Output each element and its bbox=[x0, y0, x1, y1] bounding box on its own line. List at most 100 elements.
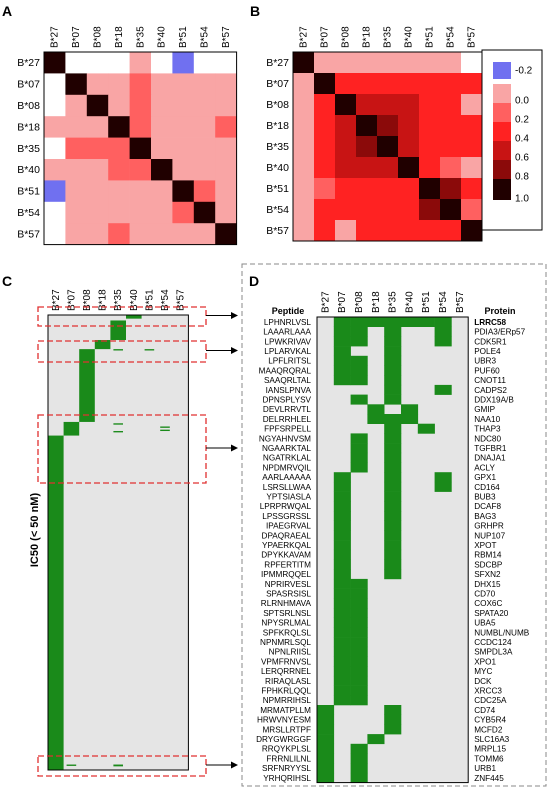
c-hit-band bbox=[126, 315, 142, 319]
d-hit-cell bbox=[384, 511, 402, 521]
d-protein-label: SLC16A3 bbox=[474, 735, 509, 744]
a-cell bbox=[193, 159, 216, 181]
a-row-tick: B*35 bbox=[17, 143, 40, 155]
d-hit-cell bbox=[333, 646, 351, 657]
b-cell bbox=[398, 115, 420, 137]
b-cell bbox=[335, 157, 357, 179]
b-row-tick: B*35 bbox=[266, 141, 289, 153]
a-cell bbox=[65, 159, 88, 181]
d-protein-label: BUB3 bbox=[474, 493, 496, 502]
d-peptide-label: FPFSRPELL bbox=[264, 425, 311, 434]
a-row-tick: B*18 bbox=[17, 121, 40, 133]
b-cell bbox=[335, 178, 357, 200]
b-cell bbox=[377, 199, 399, 221]
a-cell bbox=[172, 137, 195, 160]
b-col-tick: B*54 bbox=[446, 26, 457, 48]
a-cell bbox=[65, 223, 88, 245]
d-hit-cell bbox=[350, 336, 368, 347]
a-col-tick: B*07 bbox=[71, 26, 82, 48]
d-hit-cell bbox=[384, 559, 402, 570]
d-hit-cell bbox=[333, 675, 351, 686]
a-cell bbox=[129, 94, 152, 117]
a-cell bbox=[108, 180, 130, 203]
b-cell bbox=[293, 136, 315, 158]
c-hit-band bbox=[79, 349, 95, 422]
d-hit-cell bbox=[333, 491, 351, 502]
d-hit-cell bbox=[384, 326, 402, 337]
d-hit-cell bbox=[333, 355, 351, 366]
c-hit-band bbox=[113, 764, 123, 767]
d-hit-cell bbox=[350, 666, 368, 677]
a-cell bbox=[108, 116, 130, 138]
b-row-tick: B*40 bbox=[266, 162, 289, 174]
d-peptide-label: DPNSPLYSV bbox=[262, 396, 311, 405]
d-frame bbox=[316, 316, 469, 784]
d-hit-cell bbox=[384, 317, 402, 327]
d-peptide-label: RIRAQLASL bbox=[265, 677, 311, 686]
c-highlight-box bbox=[37, 340, 207, 363]
panel-letter-c: C bbox=[2, 273, 12, 289]
b-cell bbox=[461, 178, 483, 200]
b-cell bbox=[377, 94, 399, 116]
c-col-tick: B*27 bbox=[51, 289, 62, 311]
b-cell bbox=[398, 220, 420, 242]
d-protein-label: COX6C bbox=[474, 599, 502, 608]
d-hit-cell bbox=[350, 588, 368, 599]
d-peptide-label: LPFLRITSL bbox=[268, 357, 311, 366]
colorbar-tick-label: 0.0 bbox=[515, 96, 529, 107]
b-cell bbox=[461, 52, 483, 74]
a-cell bbox=[108, 94, 130, 117]
d-hit-cell bbox=[384, 705, 402, 715]
a-cell bbox=[172, 73, 195, 96]
b-cell bbox=[461, 136, 483, 158]
peptide-column-header: Peptide bbox=[272, 306, 305, 316]
d-hit-cell bbox=[384, 520, 402, 531]
d-hit-cell bbox=[350, 365, 368, 376]
d-protein-label: MRPL15 bbox=[474, 745, 506, 754]
d-hit-cell bbox=[333, 481, 351, 492]
d-hit-cell bbox=[384, 423, 402, 434]
d-protein-label: CD74 bbox=[474, 706, 495, 715]
a-cell bbox=[129, 223, 152, 245]
b-cell bbox=[314, 199, 336, 221]
b-cell bbox=[293, 73, 315, 95]
d-peptide-label: NPDMRVQIL bbox=[262, 463, 311, 472]
d-protein-label: CD70 bbox=[474, 590, 495, 599]
a-cell bbox=[129, 116, 152, 138]
b-cell bbox=[356, 52, 378, 74]
d-protein-label: CNOT11 bbox=[474, 376, 506, 385]
colorbar-swatch bbox=[493, 62, 511, 79]
d-peptide-label: LERQRRNEL bbox=[261, 667, 311, 676]
colorbar-swatch bbox=[493, 103, 511, 122]
d-hit-cell bbox=[350, 772, 368, 783]
a-cell bbox=[44, 180, 66, 203]
a-cell bbox=[86, 116, 109, 138]
d-protein-label: XPOT bbox=[474, 541, 496, 550]
d-hit-cell bbox=[350, 617, 368, 628]
b-cell bbox=[377, 220, 399, 242]
d-protein-label: SMPDL3A bbox=[474, 648, 513, 657]
a-cell bbox=[151, 116, 173, 138]
d-protein-label: CDC25A bbox=[474, 696, 507, 705]
a-cell bbox=[44, 201, 66, 224]
d-col-tick: B*08 bbox=[354, 291, 365, 313]
b-cell bbox=[293, 178, 315, 200]
d-protein-label: UBA5 bbox=[474, 619, 496, 628]
colorbar-swatch bbox=[493, 141, 511, 160]
d-protein-label: DHX15 bbox=[474, 580, 501, 589]
b-cell bbox=[419, 73, 441, 95]
d-hit-cell bbox=[384, 491, 402, 502]
d-peptide-label: SPFKRQLSL bbox=[263, 628, 312, 637]
a-cell bbox=[151, 201, 173, 224]
d-hit-cell bbox=[317, 724, 335, 735]
d-peptide-label: LPRPRWQAL bbox=[260, 502, 312, 511]
d-hit-cell bbox=[333, 617, 351, 628]
d-protein-label: SDCBP bbox=[474, 560, 503, 569]
a-cell bbox=[129, 201, 152, 224]
d-hit-cell bbox=[350, 608, 368, 618]
b-cell bbox=[314, 136, 336, 158]
d-hit-cell bbox=[317, 753, 335, 764]
b-cell bbox=[440, 178, 462, 200]
b-cell bbox=[461, 73, 483, 95]
